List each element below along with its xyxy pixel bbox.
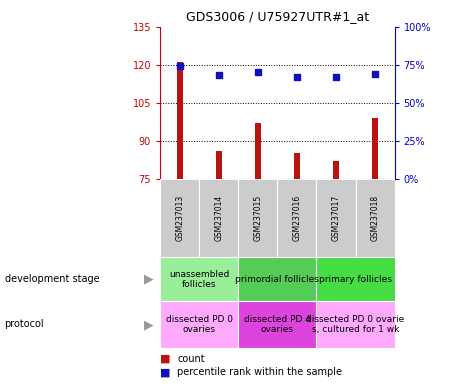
Text: ▶: ▶	[144, 273, 154, 286]
Bar	[160, 179, 199, 257]
Bar	[238, 257, 317, 301]
Text: dissected PD 0
ovaries: dissected PD 0 ovaries	[166, 315, 233, 334]
Point	[254, 70, 262, 76]
Text: primordial follicles: primordial follicles	[235, 275, 319, 284]
Text: GSM237015: GSM237015	[253, 195, 262, 241]
Text: ■: ■	[160, 367, 170, 377]
Bar	[317, 257, 395, 301]
Bar	[317, 301, 395, 348]
Text: dissected PD 4
ovaries: dissected PD 4 ovaries	[244, 315, 311, 334]
Text: dissected PD 0 ovarie
s, cultured for 1 wk: dissected PD 0 ovarie s, cultured for 1 …	[306, 315, 405, 334]
Bar	[177, 62, 183, 179]
Point	[293, 74, 300, 80]
Bar	[238, 301, 317, 348]
Text: ■: ■	[160, 354, 170, 364]
Text: GSM237017: GSM237017	[331, 195, 341, 241]
Bar	[372, 118, 378, 179]
Point	[215, 72, 222, 78]
Point	[332, 74, 340, 80]
Bar	[216, 151, 222, 179]
Text: percentile rank within the sample: percentile rank within the sample	[177, 367, 342, 377]
Bar	[255, 123, 261, 179]
Text: primary follicles: primary follicles	[319, 275, 392, 284]
Text: GSM237014: GSM237014	[214, 195, 223, 241]
Bar	[294, 153, 300, 179]
Bar	[160, 257, 238, 301]
Text: unassembled
follicles: unassembled follicles	[169, 270, 230, 289]
Text: GSM237018: GSM237018	[371, 195, 380, 241]
Text: protocol: protocol	[5, 319, 44, 329]
Bar	[333, 161, 339, 179]
Text: GSM237013: GSM237013	[175, 195, 184, 241]
Bar	[277, 179, 317, 257]
Text: count: count	[177, 354, 205, 364]
Text: development stage: development stage	[5, 274, 99, 285]
Point	[176, 63, 183, 70]
Bar	[317, 179, 355, 257]
Bar	[160, 301, 238, 348]
Text: GSM237016: GSM237016	[292, 195, 301, 241]
Text: ▶: ▶	[144, 318, 154, 331]
Bar	[199, 179, 238, 257]
Bar	[355, 179, 395, 257]
Title: GDS3006 / U75927UTR#1_at: GDS3006 / U75927UTR#1_at	[186, 10, 369, 23]
Point	[372, 71, 379, 77]
Bar	[238, 179, 277, 257]
